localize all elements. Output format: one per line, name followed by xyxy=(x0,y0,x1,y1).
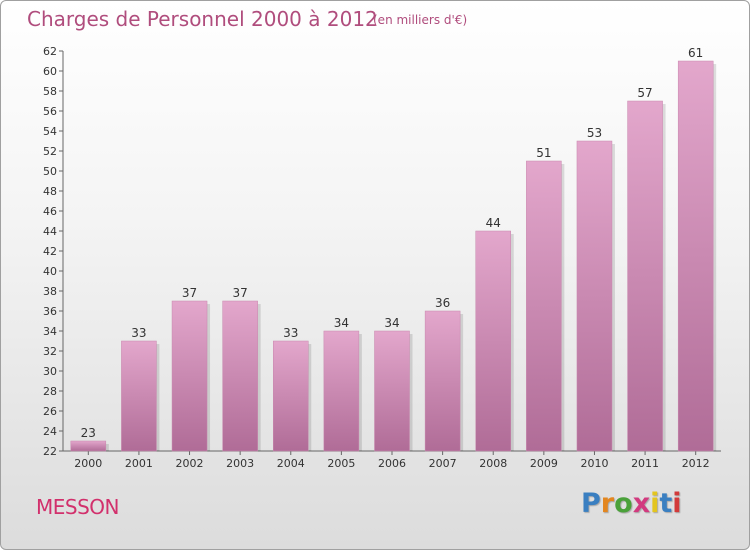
bar-value-label: 37 xyxy=(182,286,197,300)
y-tick-label: 28 xyxy=(43,385,57,398)
x-tick-label: 2002 xyxy=(176,457,204,470)
bar-value-label: 33 xyxy=(131,326,146,340)
x-tick-label: 2011 xyxy=(631,457,659,470)
x-tick-label: 2012 xyxy=(682,457,710,470)
proxiti-logo: Proxiti xyxy=(581,488,682,519)
x-tick-label: 2000 xyxy=(74,457,102,470)
logo-letter: r xyxy=(600,488,615,519)
bar-value-label: 34 xyxy=(334,316,349,330)
bar-value-label: 61 xyxy=(688,46,703,60)
bar-value-label: 37 xyxy=(233,286,248,300)
logo-letter: i xyxy=(672,488,682,519)
x-axis: 2000 2001 2002 2003 2004 2005 2006 2007 2008 2009… xyxy=(63,450,721,470)
commune-name: MESSON xyxy=(36,495,120,519)
y-tick-label: 48 xyxy=(43,185,57,198)
bar-2000 xyxy=(70,440,107,452)
y-tick-label: 24 xyxy=(43,425,57,438)
bar-2008 xyxy=(475,230,511,452)
bar-value-label: 23 xyxy=(81,426,96,440)
y-tick-label: 36 xyxy=(43,305,57,318)
y-tick-label: 52 xyxy=(43,145,57,158)
logo-letter: i xyxy=(650,488,660,519)
bars: 23 33 37 37 33 34 34 36 44 51 53 57 61 xyxy=(70,46,717,452)
y-tick-label: 22 xyxy=(43,445,57,458)
y-tick-label: 26 xyxy=(43,405,57,418)
y-tick-label: 40 xyxy=(43,265,57,278)
bar-2003 xyxy=(222,300,258,452)
bar-2012 xyxy=(677,60,714,452)
y-tick-label: 58 xyxy=(43,85,57,98)
y-tick-label: 44 xyxy=(43,225,57,238)
y-tick-label: 50 xyxy=(43,165,57,178)
y-axis: 22 24 26 28 30 32 34 36 38 40 42 44 46 48 50 52 54 56 58 60… xyxy=(43,45,64,458)
bar-2011 xyxy=(627,100,663,452)
y-tick-label: 56 xyxy=(43,105,57,118)
x-tick-label: 2010 xyxy=(580,457,608,470)
logo-letter: P xyxy=(581,488,601,519)
bar-value-label: 44 xyxy=(486,216,501,230)
chart-title: Charges de Personnel 2000 à 2012 xyxy=(27,7,378,31)
bar-value-label: 53 xyxy=(587,126,602,140)
chart-subtitle: (en milliers d'€) xyxy=(373,13,468,27)
bar-2009 xyxy=(526,160,562,452)
x-tick-label: 2006 xyxy=(378,457,406,470)
logo-letter: x xyxy=(632,488,651,519)
x-tick-label: 2009 xyxy=(530,457,558,470)
x-tick-label: 2004 xyxy=(277,457,305,470)
y-tick-label: 42 xyxy=(43,245,57,258)
bar-2007 xyxy=(424,310,461,452)
bar-value-label: 33 xyxy=(283,326,298,340)
x-tick-label: 2007 xyxy=(429,457,457,470)
y-tick-label: 54 xyxy=(43,125,57,138)
y-tick-label: 32 xyxy=(43,345,57,358)
bar-2002 xyxy=(171,300,208,452)
bar-2005 xyxy=(323,330,360,452)
bar-value-label: 51 xyxy=(536,146,551,160)
bar-2004 xyxy=(273,340,309,452)
y-tick-label: 62 xyxy=(43,45,57,58)
bar-value-label: 36 xyxy=(435,296,450,310)
bar-2001 xyxy=(121,340,157,452)
logo-letter: o xyxy=(614,488,633,519)
y-tick-label: 60 xyxy=(43,65,57,78)
x-tick-label: 2008 xyxy=(479,457,507,470)
bar-value-label: 34 xyxy=(384,316,399,330)
logo-letter: t xyxy=(659,488,673,519)
x-tick-label: 2003 xyxy=(226,457,254,470)
y-tick-label: 30 xyxy=(43,365,57,378)
x-tick-label: 2001 xyxy=(125,457,153,470)
y-tick-label: 46 xyxy=(43,205,57,218)
y-tick-label: 38 xyxy=(43,285,57,298)
y-tick-label: 34 xyxy=(43,325,57,338)
bar-2006 xyxy=(374,330,410,452)
bar-2010 xyxy=(576,140,613,452)
bar-value-label: 57 xyxy=(637,86,652,100)
x-tick-label: 2005 xyxy=(327,457,355,470)
